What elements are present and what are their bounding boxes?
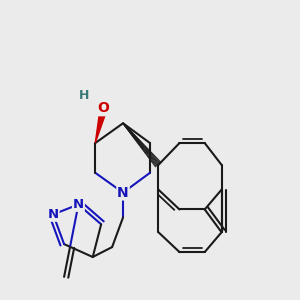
Text: H: H (79, 89, 89, 102)
Polygon shape (95, 107, 107, 143)
Text: N: N (48, 208, 59, 221)
Text: O: O (98, 101, 109, 116)
Text: N: N (117, 186, 129, 200)
Text: N: N (73, 198, 84, 211)
